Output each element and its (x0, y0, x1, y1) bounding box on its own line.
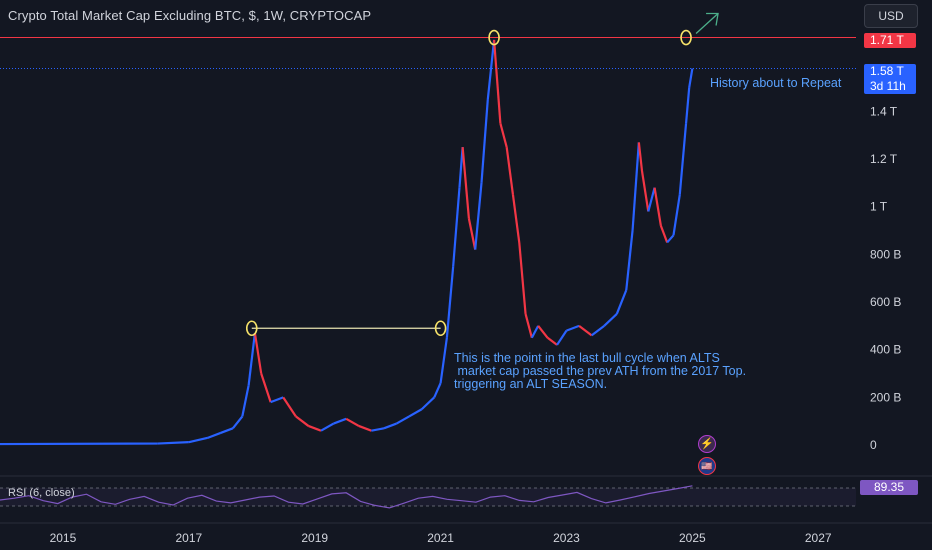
price-segment (615, 289, 628, 315)
price-segment (640, 170, 650, 212)
price-segment (467, 218, 477, 250)
marker-circle (680, 29, 692, 46)
price-segment (157, 441, 189, 445)
price-segment (295, 415, 310, 427)
price-segment (345, 417, 360, 427)
rsi-value-label: 89.35 (860, 480, 918, 495)
price-segment (188, 436, 208, 444)
time-tick-label: 2027 (805, 531, 832, 545)
price-segment (578, 324, 593, 337)
price-segment (395, 415, 410, 425)
price-tick-label: 400 B (870, 343, 901, 357)
price-tick-label: 0 (870, 438, 877, 452)
price-segment (566, 324, 580, 332)
annotation-cycle[interactable]: This is the point in the last bull cycle… (454, 351, 747, 391)
price-segment (333, 417, 347, 425)
annotation-history[interactable]: History about to Repeat (710, 76, 842, 90)
price-segment (659, 225, 669, 243)
price-segment (556, 330, 568, 346)
price-segment (458, 147, 464, 188)
price-segment (647, 187, 656, 212)
price-segment (452, 187, 461, 267)
price-segment (688, 68, 694, 88)
arrow-up-right-icon-head (706, 12, 719, 26)
price-tick-label: 600 B (870, 295, 901, 309)
price-tick-label: 200 B (870, 390, 901, 404)
current-price-label: 1.58 T (864, 64, 916, 79)
price-segment (358, 424, 372, 432)
price-segment (371, 427, 385, 432)
time-tick-label: 2017 (175, 531, 202, 545)
price-segment (241, 385, 250, 417)
price-segment (480, 99, 489, 183)
bar-countdown-label: 3d 11h (864, 79, 916, 94)
price-segment (232, 415, 244, 430)
price-segment (666, 234, 675, 244)
rsi-line (0, 485, 693, 509)
price-segment (499, 123, 508, 148)
price-tick-label: 1.2 T (870, 152, 898, 166)
time-tick-label: 2015 (50, 531, 77, 545)
rsi-pane (0, 485, 856, 509)
price-segment (684, 87, 691, 124)
price-segment (505, 146, 515, 195)
price-segment (672, 194, 681, 236)
price-segment (445, 266, 455, 338)
price-segment (408, 408, 423, 418)
overlay-layer (0, 12, 856, 337)
price-tick-label: 1.4 T (870, 104, 898, 118)
rsi-legend: RSI (6, close) (8, 487, 75, 499)
price-segment (219, 427, 234, 435)
marker-circle (434, 320, 447, 337)
price-segment (461, 147, 471, 219)
price-segment (492, 39, 502, 124)
price-segment (253, 332, 263, 374)
price-segment (678, 123, 688, 195)
price-segment (282, 396, 297, 418)
price-segment (631, 142, 640, 231)
price-segment (383, 422, 397, 430)
price-segment (537, 325, 549, 339)
price-segment (603, 313, 618, 327)
flash-icon[interactable]: ⚡ (698, 435, 716, 453)
arrow-up-right-icon (695, 13, 719, 35)
price-segment (439, 337, 448, 384)
price-segment (308, 424, 322, 432)
currency-button[interactable]: USD (864, 4, 918, 28)
time-tick-label: 2025 (679, 531, 706, 545)
price-segment (260, 373, 272, 403)
price-segment (530, 325, 540, 339)
price-segment (653, 187, 662, 226)
price-segment (433, 382, 442, 398)
price-segment (590, 324, 605, 337)
price-tick-label: 1 T (870, 200, 888, 214)
ath-price-label: 1.71 T (864, 33, 916, 48)
marker-circle (245, 320, 258, 337)
price-pane (0, 39, 694, 446)
price-segment (637, 142, 644, 172)
chart-title: Crypto Total Market Cap Excluding BTC, $… (8, 8, 372, 23)
us-flag-icon[interactable]: 🇺🇸 (698, 457, 716, 475)
price-segment (474, 182, 483, 250)
marker-circle (488, 29, 500, 46)
price-segment (247, 332, 257, 386)
time-tick-label: 2019 (301, 531, 328, 545)
price-segment (270, 396, 284, 404)
price-segment (511, 194, 521, 243)
time-tick-label: 2021 (427, 531, 454, 545)
price-segment (486, 39, 496, 100)
price-segment (518, 242, 527, 315)
price-segment (625, 230, 634, 291)
price-segment (546, 336, 558, 346)
price-tick-label: 800 B (870, 247, 901, 261)
axes: 1.4 T 1.2 T 1 T 800 B 600 B 400 B 200 B 0 2015 20… (0, 104, 932, 545)
price-segment (320, 422, 335, 432)
price-segment (207, 432, 221, 439)
time-tick-label: 2023 (553, 531, 580, 545)
price-segment (524, 313, 533, 339)
price-segment (420, 396, 436, 411)
